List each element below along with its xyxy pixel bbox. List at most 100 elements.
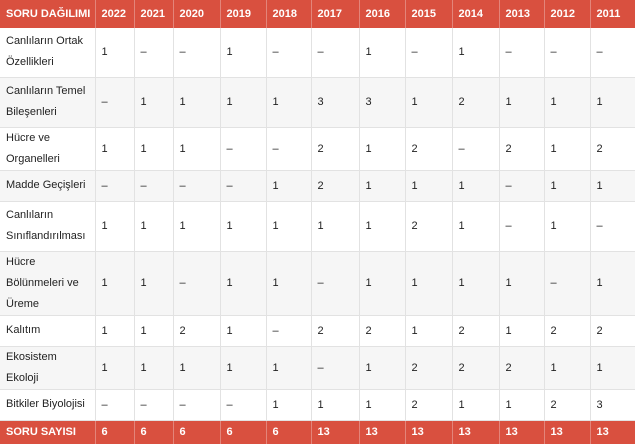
table-row: Canlıların Sınıflandırılması 1 1 1 1 1 1 1 2 1–1– [0, 201, 635, 251]
count-cell: 2 [499, 127, 545, 170]
count-cell: – [95, 77, 135, 127]
count-cell: 1 [220, 28, 267, 77]
count-cell: – [95, 170, 135, 201]
count-cell: 1 [359, 389, 406, 420]
count-cell: – [266, 28, 312, 77]
count-cell: – [134, 28, 174, 77]
count-cell: 1 [134, 201, 174, 251]
count-cell: 1 [359, 127, 406, 170]
count-cell: 1 [405, 170, 453, 201]
count-cell: – [134, 170, 174, 201]
count-cell: 2 [544, 389, 591, 420]
topic-label: Kalıtım [0, 315, 96, 346]
count-cell: 1 [596, 361, 603, 374]
count-cell: 1 [266, 251, 312, 315]
table-row: Ekosistem Ekoloji 1 1 1 1 1–1 2 2 2 1 1 [0, 346, 635, 389]
count-cell: – [405, 28, 453, 77]
table-row: Canlıların Temel Bileşenleri –1 1 1 1 3 3 1 2 1 1 1 [0, 77, 635, 127]
count-cell: 1 [134, 251, 174, 315]
count-cell: – [311, 28, 360, 77]
header-cell: 2012 [544, 0, 591, 28]
header-cell: 2016 [359, 0, 406, 28]
count-cell: 1 [95, 28, 135, 77]
count-cell: 1 [173, 346, 221, 389]
count-cell: 1 [359, 346, 406, 389]
total-cell: 13 [452, 420, 500, 444]
topic-label: Madde Geçişleri [0, 170, 96, 201]
count-cell: 1 [220, 346, 267, 389]
header-cell: 2020 [173, 0, 221, 28]
count-cell: – [596, 46, 603, 59]
count-cell: 1 [359, 201, 406, 251]
count-cell: 2 [173, 315, 221, 346]
count-cell: 1 [173, 127, 221, 170]
count-cell: – [173, 28, 221, 77]
count-cell: 1 [134, 77, 174, 127]
count-cell: – [266, 127, 312, 170]
count-cell: 1 [499, 315, 545, 346]
count-cell: 1 [220, 77, 267, 127]
count-cell: 1 [359, 170, 406, 201]
count-cell: – [311, 251, 360, 315]
count-cell: 1 [452, 170, 500, 201]
count-cell: – [499, 170, 545, 201]
total-cell: 6 [95, 420, 135, 444]
count-cell: – [173, 251, 221, 315]
count-cell: – [544, 28, 591, 77]
total-label: SORU SAYISI [0, 420, 96, 444]
header-cell: 2022 [95, 0, 135, 28]
count-cell: – [220, 170, 267, 201]
count-cell: 1 [134, 127, 174, 170]
table-body: Canlıların Ortak Özellikleri 1– –1– –1–1– – –… [0, 28, 635, 420]
topic-label: Ekosistem Ekoloji [0, 346, 96, 389]
header-cell: 2019 [220, 0, 267, 28]
count-cell: 1 [311, 389, 360, 420]
count-cell: – [452, 127, 500, 170]
count-cell: – [499, 28, 545, 77]
count-cell: 1 [173, 201, 221, 251]
count-cell: – [173, 170, 221, 201]
total-cell: 13 [499, 420, 545, 444]
total-cell: 6 [134, 420, 174, 444]
count-cell: 1 [596, 179, 603, 192]
topic-label: Canlıların Temel Bileşenleri [0, 77, 96, 127]
count-cell: 2 [405, 201, 453, 251]
table-row: Canlıların Ortak Özellikleri 1– –1– –1–1– – – [0, 28, 635, 77]
count-cell: 2 [311, 170, 360, 201]
count-cell: 2 [405, 389, 453, 420]
count-cell: 1 [95, 346, 135, 389]
header-cell: 2015 [405, 0, 453, 28]
count-cell: 1 [134, 346, 174, 389]
count-cell: – [544, 251, 591, 315]
count-cell: 2 [452, 315, 500, 346]
total-cell: 6 [220, 420, 267, 444]
count-cell: 1 [405, 315, 453, 346]
total-cell: 13 [596, 426, 609, 439]
count-cell: 2 [359, 315, 406, 346]
count-cell: 1 [95, 251, 135, 315]
topic-label: Bitkiler Biyolojisi [0, 389, 96, 420]
count-cell: – [311, 346, 360, 389]
count-cell: 1 [544, 170, 591, 201]
total-row: SORU SAYISI 6 6 6 6 6 13 13 13 13 13 13 … [0, 420, 635, 444]
count-cell: – [499, 201, 545, 251]
count-cell: 1 [544, 201, 591, 251]
count-cell: 1 [452, 28, 500, 77]
total-cell: 13 [311, 420, 360, 444]
topic-label: Hücre Bölünmeleri ve Üreme [0, 251, 96, 315]
count-cell: 1 [359, 28, 406, 77]
count-cell: 1 [95, 127, 135, 170]
count-cell: 2 [596, 142, 603, 155]
header-cell: 2021 [134, 0, 174, 28]
count-cell: 1 [266, 201, 312, 251]
count-cell: 2 [596, 324, 603, 337]
count-cell: 1 [596, 96, 603, 108]
header-cell: 2013 [499, 0, 545, 28]
header-row: SORU DAĞILIMI 2022 2021 2020 2019 2018 2… [0, 0, 635, 28]
total-cell: 13 [359, 420, 406, 444]
count-cell: 3 [596, 398, 603, 411]
count-cell: 2 [405, 127, 453, 170]
count-cell: – [134, 389, 174, 420]
table-row: Hücre Bölünmeleri ve Üreme 1 1–1 1–1 1 1 1–1 [0, 251, 635, 315]
count-cell: – [220, 389, 267, 420]
